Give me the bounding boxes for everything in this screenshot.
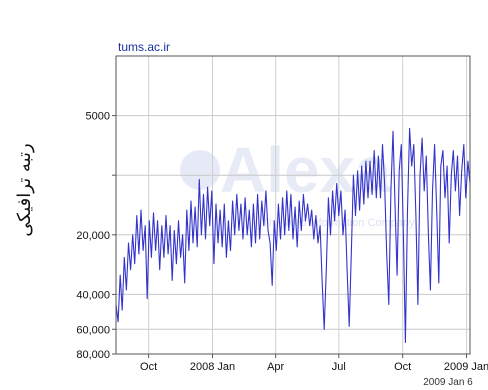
- alexa-logo-circle: [180, 150, 220, 190]
- y-tick-label: 80,000: [76, 349, 110, 361]
- x-tick-label: Jul: [332, 361, 346, 373]
- y-tick-label: 60,000: [76, 324, 110, 336]
- series-layer: [115, 127, 471, 344]
- x-tick-label: 2008 Jan: [190, 361, 235, 373]
- y-tick-label: 20,000: [76, 230, 110, 242]
- x-tick-label: Oct: [140, 361, 157, 373]
- x-tick-label: Oct: [394, 361, 411, 373]
- watermark-text: Alexa: [220, 134, 391, 206]
- x-tick-label: 2009 Jan: [444, 361, 488, 373]
- site-label: tums.ac.ir: [118, 40, 170, 54]
- plot-frame: [115, 55, 471, 355]
- x-tick-label: Apr: [267, 361, 284, 373]
- y-axis-label: رتبه ترافیکی: [14, 143, 35, 236]
- traffic-rank-line: [115, 127, 471, 344]
- y-tick-labels: 5000 20,000 40,000 60,000 80,000: [76, 111, 116, 361]
- y-tick-label: 5000: [86, 111, 110, 123]
- x-tick-labels: Oct 2008 Jan Apr Jul Oct 2009 Jan: [140, 354, 488, 373]
- y-tick-label: 40,000: [76, 289, 110, 301]
- date-note: 2009 Jan 6: [423, 377, 473, 388]
